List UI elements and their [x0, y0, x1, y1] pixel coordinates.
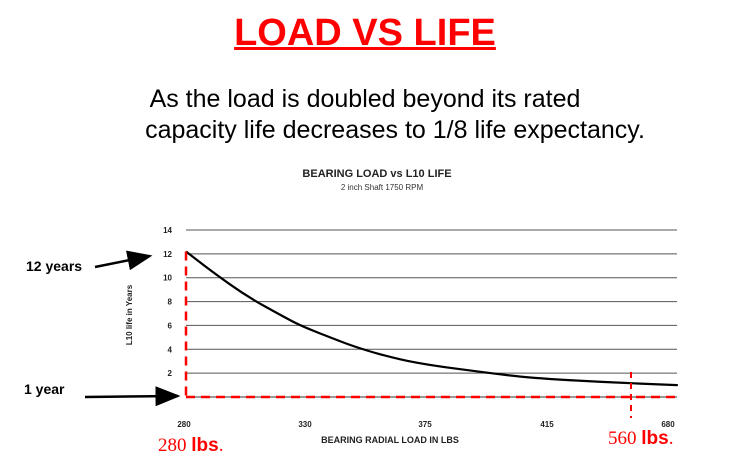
y-tick-label: 2: [168, 369, 173, 378]
y-tick-label: 0: [168, 393, 173, 402]
y-tick-label: 10: [163, 274, 172, 283]
label-1-year: 1 year: [24, 381, 65, 397]
subtitle-line-2: capacity life decreases to 1/8 life expe…: [145, 116, 645, 144]
x-tick-label: 415: [540, 420, 554, 429]
y-tick-label: 4: [168, 345, 173, 354]
y-tick-label: 6: [168, 321, 173, 330]
x-tick-label: 375: [418, 420, 432, 429]
x-tick-label: 680: [661, 420, 675, 429]
chart-title: BEARING LOAD vs L10 LIFE: [302, 168, 451, 180]
y-tick-label: 14: [163, 226, 172, 235]
y-tick-label: 8: [168, 298, 173, 307]
x-tick-label: 280: [177, 420, 191, 429]
label-280-unit: lbs: [191, 435, 219, 456]
life-curve: [185, 250, 679, 387]
x-tick-label: 330: [298, 420, 312, 429]
arrow-12-years: [94, 250, 153, 271]
y-axis-label: L10 life in Years: [125, 284, 134, 345]
chart-subtitle: 2 inch Shaft 1750 RPM: [341, 183, 424, 192]
label-560-unit: lbs: [641, 428, 669, 449]
label-280-number: 280: [158, 435, 187, 456]
subtitle-line-1: As the load is doubled beyond its rated: [149, 85, 581, 113]
label-560-lbs: 560 lbs.: [608, 428, 674, 449]
label-12-years: 12 years: [26, 258, 83, 274]
slide-subtitle: As the load is doubled beyond its rated …: [0, 84, 730, 146]
y-tick-label: 12: [163, 250, 172, 259]
arrow-1-year: [84, 386, 181, 407]
label-560-number: 560: [608, 428, 637, 449]
slide-title: LOAD VS LIFE: [234, 12, 496, 54]
label-280-lbs: 280 lbs.: [158, 435, 224, 456]
x-axis-label: BEARING RADIAL LOAD IN LBS: [321, 435, 459, 445]
